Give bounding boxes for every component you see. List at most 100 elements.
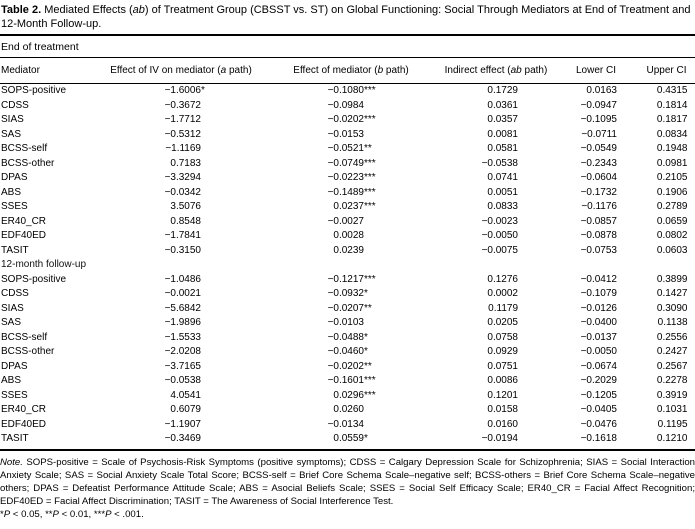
mediator-cell: SIAS bbox=[1, 302, 24, 314]
value: 0.0981 bbox=[656, 157, 688, 169]
lower-ci-cell: −0.0400 bbox=[558, 316, 634, 331]
a-path-cell: 0.7183 bbox=[78, 157, 268, 172]
b-path-cell: −0.0932* bbox=[268, 287, 434, 302]
value: 0.2278 bbox=[656, 375, 688, 386]
indirect-effect-cell: −0.0194 bbox=[434, 432, 558, 447]
indirect-effect-cell: 0.0357 bbox=[434, 113, 558, 128]
lower-ci-cell: 0.0163 bbox=[558, 84, 634, 99]
a-path-cell: −1.1169 bbox=[78, 142, 268, 157]
mediator-cell: SAS bbox=[1, 128, 22, 140]
upper-ci-cell: 0.0802 bbox=[634, 229, 695, 244]
value: −0.0027 bbox=[327, 215, 364, 227]
upper-ci-cell: 0.3919 bbox=[634, 389, 695, 404]
lower-ci-cell: −0.0549 bbox=[558, 142, 634, 157]
value: 0.1427 bbox=[656, 288, 688, 299]
value: 0.1031 bbox=[656, 404, 688, 415]
value: −3.3294 bbox=[164, 172, 201, 183]
value: 0.3090 bbox=[656, 302, 688, 314]
mediator-cell: CDSS bbox=[1, 99, 29, 111]
mediator-cell: SOPS-positive bbox=[1, 85, 67, 96]
column-header-5: Lower CI bbox=[558, 65, 634, 76]
value: −2.0208 bbox=[164, 346, 201, 357]
value: −0.0405 bbox=[580, 404, 617, 415]
lower-ci-cell: −0.0412 bbox=[558, 273, 634, 288]
table-row: SOPS-positive −1.6006* −0.1080*** 0.1729 0.0… bbox=[0, 84, 695, 99]
caption-pre: Mediated Effects ( bbox=[41, 4, 133, 16]
mediator-cell: EDF40ED bbox=[1, 418, 47, 430]
value: −1.1907 bbox=[164, 418, 201, 430]
table-caption: Table 2. Mediated Effects (ab) of Treatm… bbox=[0, 0, 695, 31]
significance-stars: * bbox=[364, 346, 368, 357]
indirect-effect-cell: 0.1179 bbox=[434, 302, 558, 317]
upper-ci-cell: 0.1210 bbox=[634, 432, 695, 447]
value: 0.0361 bbox=[487, 99, 518, 111]
significance-stars: *** bbox=[364, 172, 376, 183]
value: 0.0205 bbox=[487, 317, 518, 328]
value: 0.2789 bbox=[656, 201, 688, 212]
table-row: TASIT −0.3469 0.0559* −0.0194 −0.1618 0.1210 bbox=[0, 432, 695, 447]
indirect-effect-cell: −0.0538 bbox=[434, 157, 558, 172]
table-footnotes: Note. SOPS-positive = Scale of Psychosis… bbox=[0, 456, 695, 521]
mediation-table: End of treatment Mediator Effect of IV on… bbox=[0, 34, 695, 451]
value: −0.0342 bbox=[164, 186, 201, 198]
value: 0.2567 bbox=[656, 360, 688, 372]
value: 0.1817 bbox=[656, 114, 688, 125]
mediator-cell: BCSS-self bbox=[1, 143, 48, 154]
table-row: SIAS −1.7712 −0.0202*** 0.0357 −0.1095 0.1817 bbox=[0, 113, 695, 128]
lower-ci-cell: −0.0674 bbox=[558, 360, 634, 375]
lower-ci-cell: −0.2343 bbox=[558, 157, 634, 172]
value: −0.0412 bbox=[580, 273, 617, 285]
indirect-effect-cell: 0.0751 bbox=[434, 360, 558, 375]
value: −0.0753 bbox=[580, 244, 617, 256]
header-italic: ab bbox=[510, 65, 522, 76]
value: 0.0659 bbox=[656, 215, 688, 227]
table-note: Note. SOPS-positive = Scale of Psychosis… bbox=[0, 456, 695, 508]
value: −0.1079 bbox=[580, 288, 617, 299]
value: −5.6842 bbox=[164, 302, 201, 314]
indirect-effect-cell: −0.0075 bbox=[434, 244, 558, 259]
indirect-effect-cell: 0.0081 bbox=[434, 128, 558, 143]
p-symbol: P bbox=[105, 508, 112, 520]
upper-ci-cell: 0.2105 bbox=[634, 171, 695, 186]
value: −0.0021 bbox=[164, 288, 201, 299]
value: 0.0741 bbox=[487, 172, 518, 183]
value: 0.1906 bbox=[656, 186, 688, 198]
b-path-cell: −0.0223*** bbox=[268, 171, 434, 186]
value: 0.0357 bbox=[487, 114, 518, 125]
table-header-row: Mediator Effect of IV on mediator (a path… bbox=[0, 58, 695, 83]
value: −0.3469 bbox=[164, 433, 201, 444]
b-path-cell: −0.0488* bbox=[268, 331, 434, 346]
table-row: SSES 3.5076 0.0237*** 0.0833 −0.1176 0.2789 bbox=[0, 200, 695, 215]
caption-line1: ) of Treatment Group (CBSST vs. ST) on G… bbox=[144, 4, 691, 16]
value: −0.0194 bbox=[481, 433, 518, 444]
indirect-effect-cell: 0.1276 bbox=[434, 273, 558, 288]
header-text: Upper CI bbox=[646, 65, 687, 76]
a-path-cell: −2.0208 bbox=[78, 345, 268, 360]
bottom-rule bbox=[0, 448, 695, 451]
value: 0.0751 bbox=[487, 360, 518, 372]
value: 0.1729 bbox=[487, 85, 518, 96]
a-path-cell: −0.0538 bbox=[78, 374, 268, 389]
value: 0.0833 bbox=[487, 201, 518, 212]
section-label-end-of-treatment: End of treatment bbox=[1, 41, 79, 53]
section-label-row: 12-month follow-up bbox=[1, 259, 87, 270]
value: 0.2427 bbox=[656, 346, 688, 357]
value: −0.1618 bbox=[580, 433, 617, 444]
a-path-cell: −5.6842 bbox=[78, 302, 268, 317]
value: −1.5533 bbox=[164, 331, 201, 343]
lower-ci-cell: −0.1176 bbox=[558, 200, 634, 215]
b-path-cell: 0.0296*** bbox=[268, 389, 434, 404]
b-path-cell: −0.0103 bbox=[268, 316, 434, 331]
b-path-cell: −0.0202** bbox=[268, 360, 434, 375]
column-header-2: Effect of IV on mediator (a path) bbox=[78, 65, 268, 76]
b-path-cell: −0.1217*** bbox=[268, 273, 434, 288]
b-path-cell: −0.0460* bbox=[268, 345, 434, 360]
upper-ci-cell: 0.4315 bbox=[634, 84, 695, 99]
upper-ci-cell: 0.1427 bbox=[634, 287, 695, 302]
significance-stars: ** bbox=[364, 360, 372, 372]
value: −0.1601 bbox=[327, 375, 364, 386]
lower-ci-cell: −0.1079 bbox=[558, 287, 634, 302]
table-row: EDF40ED −1.1907 −0.0134 0.0160 −0.0476 0.1195 bbox=[0, 418, 695, 433]
indirect-effect-cell: 0.0758 bbox=[434, 331, 558, 346]
value: 0.0237 bbox=[333, 201, 364, 212]
